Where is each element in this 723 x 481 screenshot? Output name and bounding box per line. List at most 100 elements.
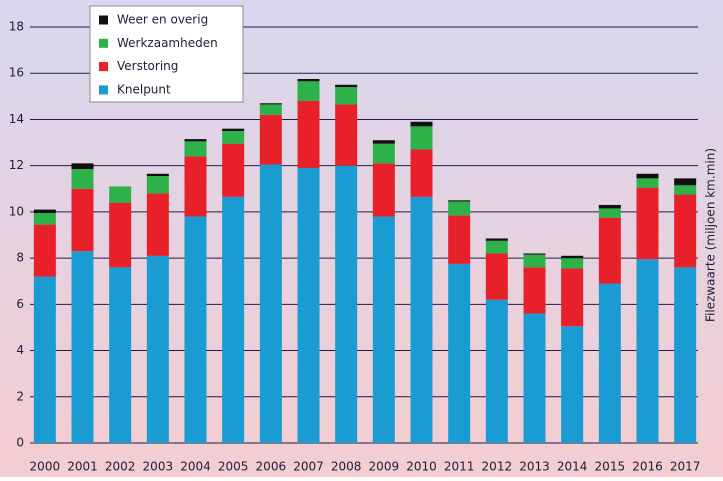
bar-segment [410,196,433,443]
bar-segment [372,143,395,164]
bar-segment [523,313,546,443]
bar-segment [674,267,697,443]
y-tick-label: 10 [9,204,24,218]
legend-label: Knelpunt [117,82,171,96]
bar-segment [335,84,358,88]
bar-segment [636,259,659,443]
x-tick-label: 2011 [444,460,475,474]
y-tick-label: 18 [9,20,24,34]
bar-segment [674,194,697,268]
bar-segment [485,238,508,241]
bar-segment [674,185,697,195]
bar-segment [372,140,395,144]
bar-segment [109,267,132,443]
y-tick-label: 8 [16,251,24,265]
bar-segment [485,240,508,254]
x-tick-label: 2017 [670,460,701,474]
legend-swatch [99,62,108,72]
x-tick-label: 2005 [218,460,249,474]
bar-segment [146,255,169,443]
bar-segment [636,187,659,260]
y-tick-label: 16 [9,66,24,80]
x-tick-label: 2004 [180,460,211,474]
x-tick-label: 2013 [519,460,550,474]
bar-segment [561,255,584,259]
bar-segment [33,213,56,225]
bar-segment [222,143,245,197]
bar-segment [71,251,94,443]
bar-segment [259,104,282,115]
x-tick-label: 2003 [143,460,174,474]
bar-segment [71,163,94,170]
x-tick-label: 2001 [67,460,98,474]
bar-segment [184,139,207,142]
bar-segment [448,200,471,202]
bar-segment [561,258,584,269]
legend-swatch [99,15,108,25]
bar-segment [33,209,56,214]
legend-box [89,5,244,103]
y-tick-label: 14 [9,112,24,126]
bar-segment [561,326,584,443]
bar-segment [184,141,207,157]
bar-segment [297,79,320,82]
bar-segment [71,169,94,189]
x-tick-label: 2008 [331,460,362,474]
x-tick-label: 2014 [557,460,588,474]
bar-segment [410,149,433,197]
bar-segment [335,165,358,443]
bar-segment [297,100,320,168]
x-tick-label: 2000 [30,460,61,474]
bar-segment [335,104,358,166]
bar-segment [598,217,621,284]
x-tick-label: 2016 [632,460,663,474]
bar-segment [184,156,207,217]
y-tick-label: 0 [16,436,24,450]
bar-segment [146,173,169,177]
bar-segment [372,216,395,443]
bar-segment [448,215,471,264]
bar-segment [598,204,621,209]
bar-segment [71,188,94,252]
bar-segment [598,283,621,443]
x-tick-label: 2006 [256,460,287,474]
x-tick-label: 2015 [595,460,626,474]
bar-segment [335,87,358,105]
bar-segment [523,253,546,255]
y-tick-label: 2 [16,389,24,403]
bar-segment [146,176,169,194]
bar-segment [259,103,282,105]
bar-segment [109,202,132,268]
bar-segment [297,167,320,443]
bar-segment [259,114,282,165]
legend-label: Verstoring [117,59,178,73]
bar-segment [410,126,433,150]
bar-segment [184,216,207,443]
bar-segment [636,173,659,179]
bar-segment [146,193,169,256]
bar-segment [222,196,245,443]
x-tick-label: 2010 [406,460,437,474]
legend-swatch [99,38,108,48]
bar-segment [674,178,697,186]
legend-swatch [99,85,108,95]
bar-segment [523,254,546,268]
bar-segment [259,164,282,443]
x-tick-label: 2007 [293,460,324,474]
bar-segment [222,131,245,144]
y-tick-label: 12 [9,158,24,172]
bar-segment [297,81,320,101]
bar-segment [372,163,395,217]
bar-segment [485,253,508,300]
legend-label: Werkzaamheden [117,36,218,50]
bar-segment [410,121,433,127]
legend-label: Weer en overig [117,13,208,27]
y-axis-label: Filezwaarte (miljoen km.min) [704,148,718,322]
bar-segment [598,208,621,218]
bar-segment [33,276,56,443]
x-tick-label: 2002 [105,460,136,474]
y-tick-label: 4 [16,343,24,357]
bar-segment [561,268,584,327]
